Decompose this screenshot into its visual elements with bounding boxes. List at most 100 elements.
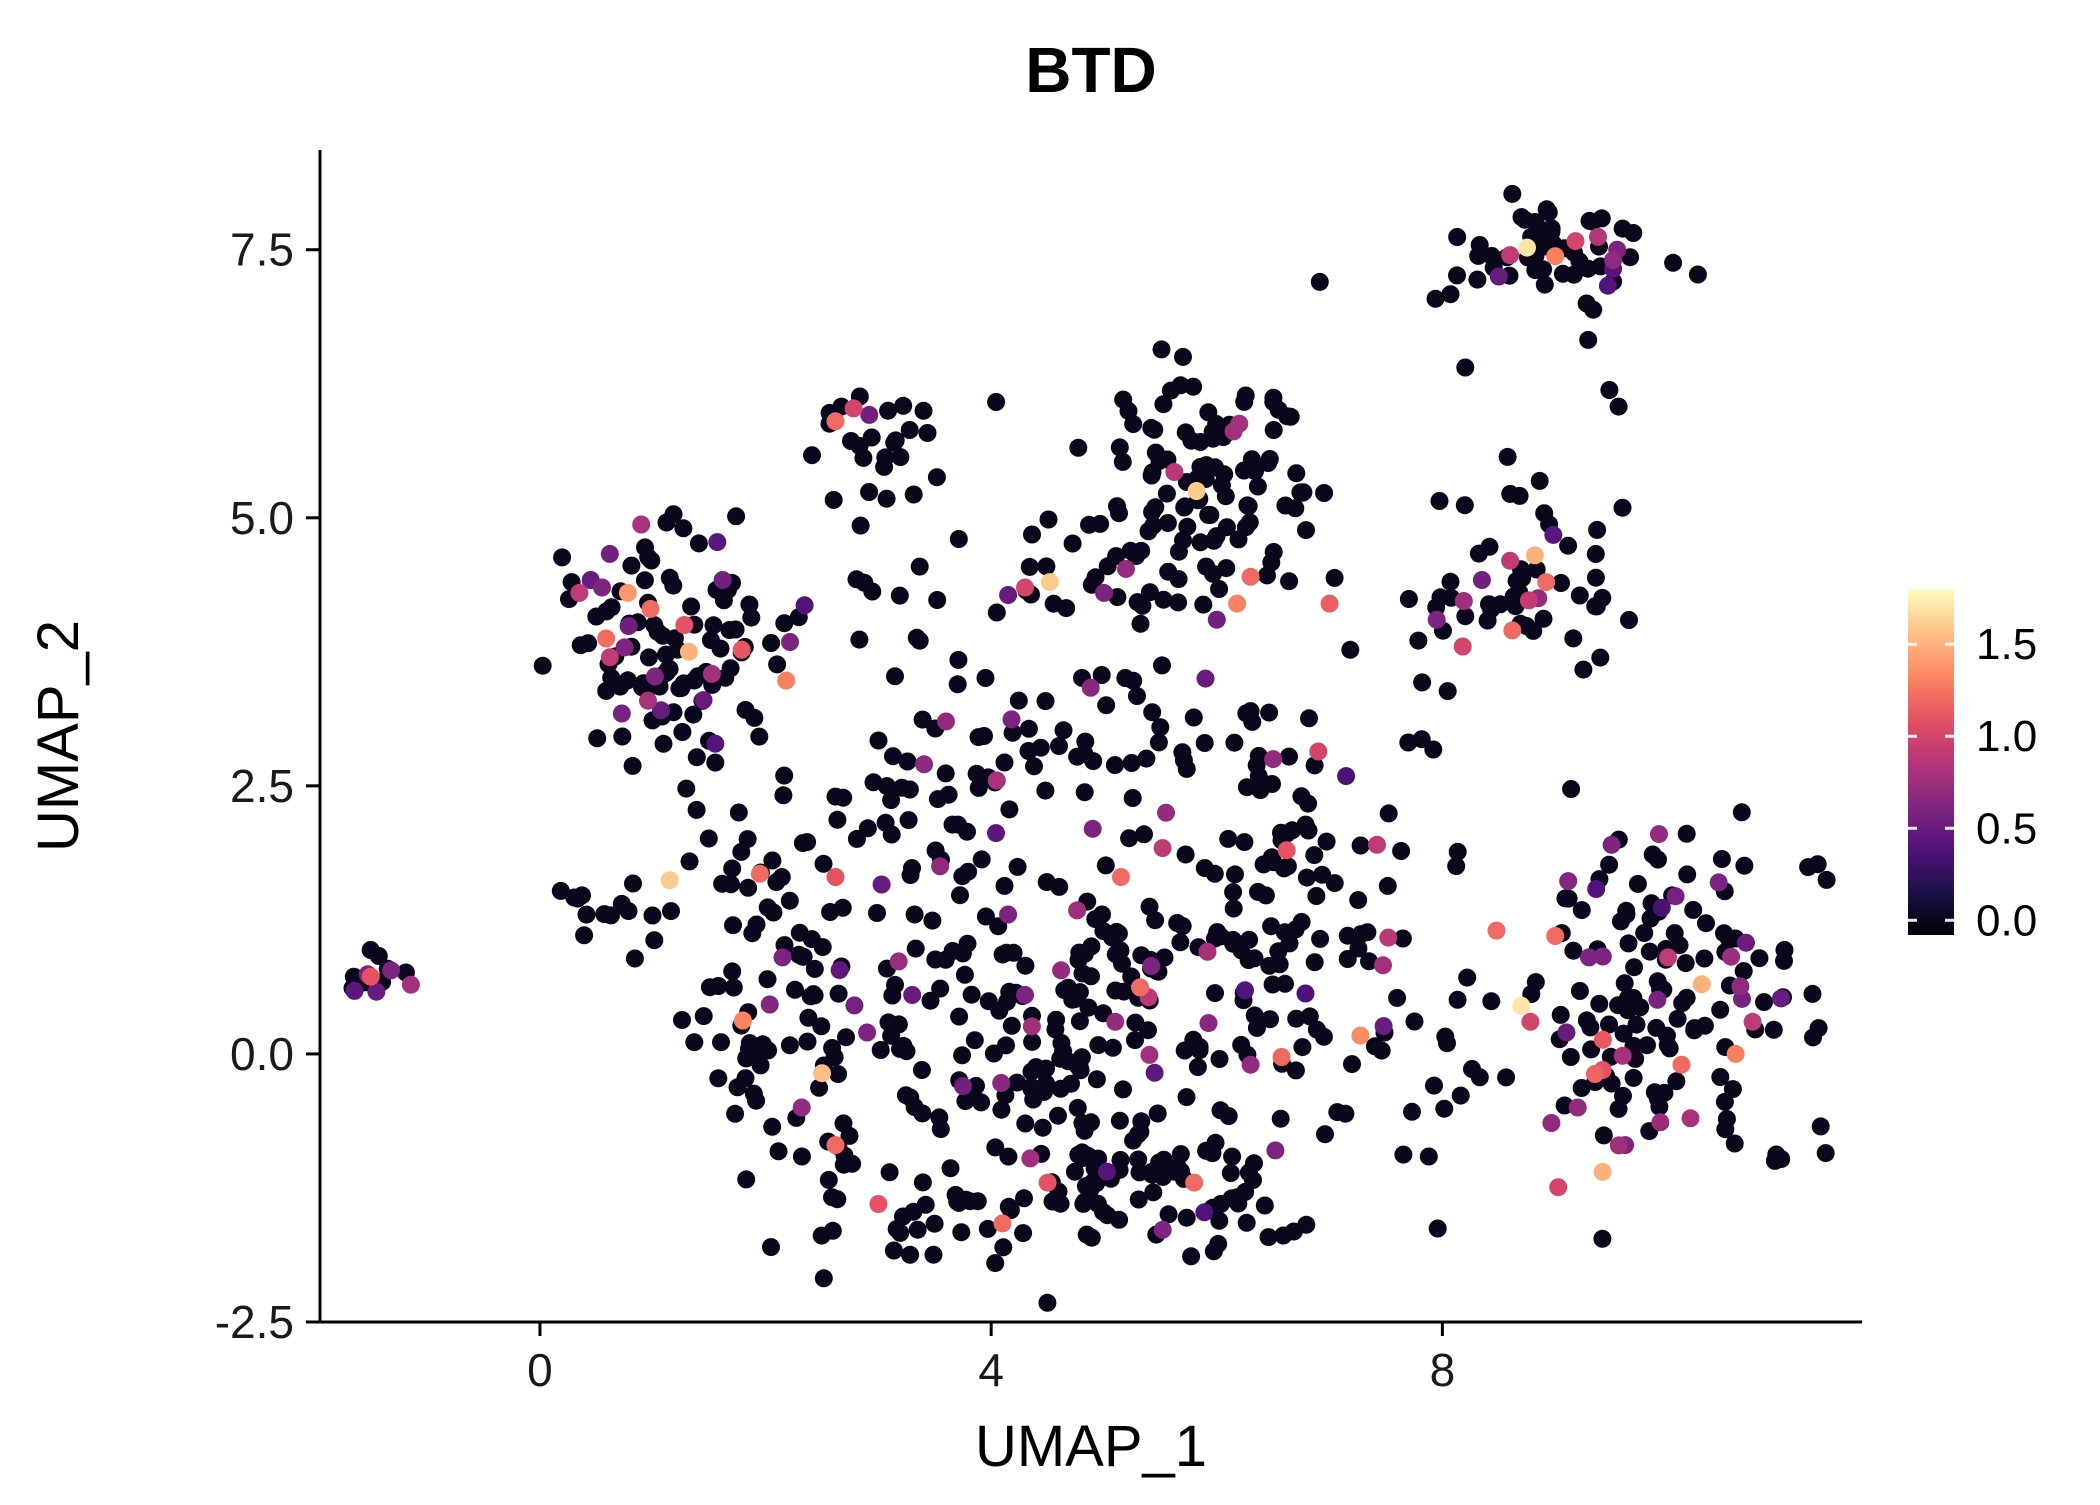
data-point — [1556, 889, 1575, 908]
data-point — [1206, 984, 1224, 1003]
data-point — [1286, 920, 1305, 939]
data-point — [1349, 891, 1368, 910]
data-point — [1016, 986, 1034, 1004]
data-point — [1570, 982, 1589, 1000]
data-point — [1120, 829, 1139, 848]
data-point — [774, 786, 793, 805]
data-point — [900, 780, 919, 799]
data-point — [758, 898, 777, 917]
data-point — [727, 507, 746, 526]
data-point — [1203, 422, 1222, 441]
data-point — [633, 678, 652, 697]
data-point — [887, 1220, 906, 1238]
data-point — [1453, 637, 1472, 656]
data-point — [814, 854, 833, 873]
data-point — [914, 401, 933, 420]
data-point — [780, 891, 799, 910]
data-point — [956, 1092, 975, 1111]
data-point — [1073, 964, 1092, 983]
data-point — [639, 648, 658, 667]
data-point — [750, 864, 769, 883]
data-point — [1143, 1162, 1161, 1181]
data-point — [1491, 595, 1510, 614]
data-point — [931, 979, 950, 998]
data-point — [1620, 611, 1638, 629]
data-point — [587, 607, 606, 626]
data-point — [1000, 800, 1019, 819]
data-point — [803, 446, 821, 465]
data-point — [732, 640, 751, 659]
data-point — [1593, 1162, 1612, 1181]
data-point — [758, 970, 777, 989]
data-point — [742, 608, 761, 627]
data-point — [880, 1163, 899, 1182]
data-point — [1430, 492, 1449, 510]
data-point — [906, 939, 925, 958]
data-point — [1157, 803, 1175, 822]
data-point — [1262, 848, 1281, 867]
data-point — [1146, 498, 1165, 517]
data-point — [1111, 941, 1130, 960]
data-point — [1154, 590, 1173, 609]
data-point — [1076, 1177, 1095, 1196]
data-point — [1206, 1133, 1225, 1152]
data-point — [1427, 610, 1446, 629]
data-point — [1539, 203, 1558, 222]
data-point — [1615, 974, 1634, 993]
data-point — [1126, 1013, 1145, 1032]
data-point — [1206, 458, 1224, 477]
data-point — [1568, 1098, 1587, 1117]
x-tick-label: 8 — [1430, 1344, 1456, 1396]
data-point — [1009, 691, 1028, 710]
data-point — [1590, 994, 1609, 1013]
data-point — [1336, 1104, 1355, 1123]
data-point — [361, 967, 380, 986]
data-point — [1577, 294, 1596, 313]
data-point — [1177, 759, 1196, 778]
data-point — [1817, 870, 1836, 889]
data-point — [1266, 1141, 1285, 1160]
data-point — [993, 1214, 1012, 1233]
data-point — [1019, 719, 1038, 738]
data-point — [699, 829, 718, 848]
data-point — [1263, 775, 1281, 793]
data-point — [1154, 395, 1173, 414]
data-point — [1403, 1102, 1421, 1121]
colorbar-tick-label: 0.0 — [1976, 896, 2037, 945]
data-point — [382, 961, 401, 980]
data-point — [1070, 1058, 1089, 1077]
data-point — [781, 633, 799, 651]
data-point — [369, 947, 388, 965]
data-point — [1305, 846, 1324, 865]
data-point — [1135, 825, 1153, 844]
data-point — [828, 810, 847, 829]
data-point — [1360, 952, 1378, 971]
data-point — [1374, 956, 1392, 975]
data-point — [978, 1219, 997, 1238]
data-point — [1092, 666, 1111, 684]
data-point — [1648, 972, 1667, 991]
data-point — [1049, 1106, 1067, 1125]
data-point — [1512, 996, 1531, 1015]
data-point — [682, 597, 701, 616]
data-point — [900, 421, 919, 439]
data-point — [1204, 1242, 1223, 1261]
data-point — [1159, 1205, 1178, 1224]
data-point — [1204, 531, 1223, 550]
data-point — [798, 1032, 817, 1051]
data-point — [1083, 819, 1102, 838]
data-point — [1197, 557, 1216, 576]
data-point — [1305, 756, 1324, 775]
data-point — [1379, 804, 1398, 823]
colorbar-gradient — [1908, 589, 1954, 935]
data-point — [1228, 594, 1247, 613]
data-point — [1113, 452, 1132, 471]
data-point — [1775, 941, 1794, 959]
data-point — [823, 1221, 842, 1240]
data-point — [1195, 734, 1214, 752]
data-point — [884, 747, 902, 766]
data-point — [829, 984, 848, 1003]
data-point — [1692, 975, 1711, 994]
data-point — [949, 530, 968, 548]
